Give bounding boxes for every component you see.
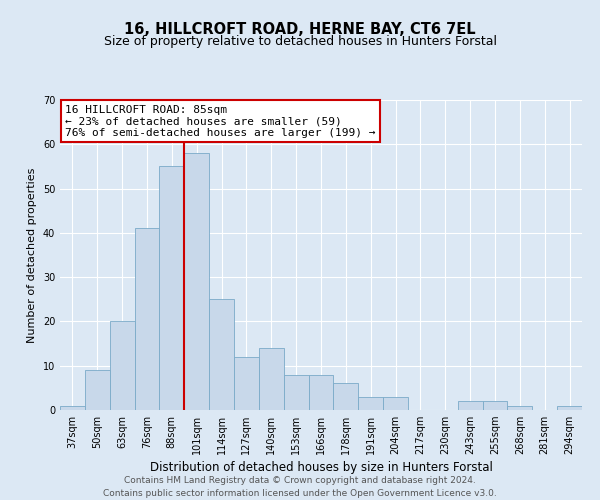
Bar	[259, 348, 284, 410]
Bar	[234, 357, 259, 410]
Bar	[458, 401, 482, 410]
Bar	[383, 396, 408, 410]
Bar	[85, 370, 110, 410]
Bar	[160, 166, 184, 410]
Bar	[184, 153, 209, 410]
Text: Contains HM Land Registry data © Crown copyright and database right 2024.
Contai: Contains HM Land Registry data © Crown c…	[103, 476, 497, 498]
Bar	[508, 406, 532, 410]
Bar	[284, 374, 308, 410]
Bar	[308, 374, 334, 410]
Bar	[60, 406, 85, 410]
Y-axis label: Number of detached properties: Number of detached properties	[27, 168, 37, 342]
Bar	[358, 396, 383, 410]
Bar	[557, 406, 582, 410]
Bar	[334, 384, 358, 410]
Text: 16 HILLCROFT ROAD: 85sqm
← 23% of detached houses are smaller (59)
76% of semi-d: 16 HILLCROFT ROAD: 85sqm ← 23% of detach…	[65, 104, 376, 138]
Bar	[482, 401, 508, 410]
Bar	[110, 322, 134, 410]
Text: Size of property relative to detached houses in Hunters Forstal: Size of property relative to detached ho…	[104, 35, 497, 48]
Bar	[209, 300, 234, 410]
X-axis label: Distribution of detached houses by size in Hunters Forstal: Distribution of detached houses by size …	[149, 462, 493, 474]
Bar	[134, 228, 160, 410]
Text: 16, HILLCROFT ROAD, HERNE BAY, CT6 7EL: 16, HILLCROFT ROAD, HERNE BAY, CT6 7EL	[124, 22, 476, 38]
